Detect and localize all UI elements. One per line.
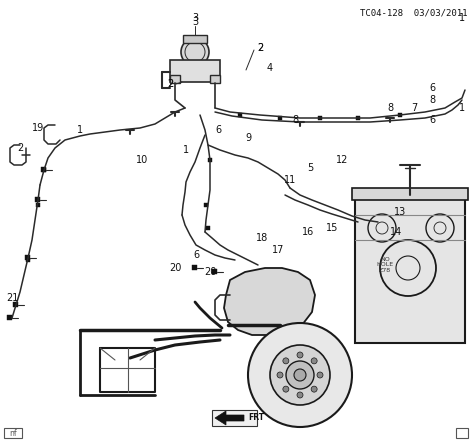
- Text: 15: 15: [326, 223, 338, 233]
- Bar: [8, 315, 12, 320]
- Text: 6: 6: [429, 115, 435, 125]
- Circle shape: [311, 386, 317, 392]
- Circle shape: [277, 372, 283, 378]
- Polygon shape: [224, 268, 315, 335]
- Bar: [398, 113, 402, 117]
- Bar: [183, 35, 207, 43]
- Bar: [26, 258, 30, 262]
- Bar: [36, 198, 40, 202]
- Text: 2: 2: [167, 79, 173, 89]
- Text: NO
HOLE
Z78: NO HOLE Z78: [376, 257, 393, 273]
- Circle shape: [181, 38, 209, 66]
- Text: 1: 1: [459, 103, 465, 113]
- Bar: [456, 428, 468, 438]
- Bar: [210, 75, 220, 83]
- Circle shape: [283, 358, 289, 364]
- Bar: [212, 410, 257, 426]
- Text: TC04-128  03/03/2011: TC04-128 03/03/2011: [361, 8, 468, 17]
- Text: 10: 10: [136, 155, 148, 165]
- Polygon shape: [215, 411, 244, 425]
- Text: 8: 8: [387, 103, 393, 113]
- Bar: [42, 168, 46, 172]
- Bar: [352, 188, 468, 200]
- Text: 1: 1: [77, 125, 83, 135]
- Bar: [13, 302, 18, 308]
- Text: 6: 6: [429, 83, 435, 93]
- Text: 3: 3: [192, 13, 198, 23]
- Bar: [278, 116, 282, 120]
- Text: 2: 2: [257, 43, 263, 53]
- Text: 9: 9: [245, 133, 251, 143]
- Text: 2: 2: [257, 43, 263, 53]
- Bar: [192, 265, 198, 271]
- Text: 1: 1: [459, 13, 465, 23]
- Circle shape: [286, 361, 314, 389]
- Bar: [36, 203, 40, 207]
- Text: 20: 20: [169, 263, 181, 273]
- Text: 2: 2: [167, 79, 173, 89]
- Bar: [204, 203, 208, 207]
- Bar: [4, 428, 22, 438]
- Bar: [355, 195, 465, 343]
- Bar: [26, 256, 30, 260]
- Text: 16: 16: [302, 227, 314, 237]
- Bar: [356, 116, 360, 120]
- Text: FRT: FRT: [248, 414, 264, 422]
- Text: 11: 11: [284, 175, 296, 185]
- Circle shape: [311, 358, 317, 364]
- Text: 21: 21: [6, 293, 18, 303]
- Text: 8: 8: [429, 95, 435, 105]
- Circle shape: [248, 323, 352, 427]
- Text: 7: 7: [411, 103, 417, 113]
- Circle shape: [294, 369, 306, 381]
- Bar: [170, 75, 180, 83]
- Text: 14: 14: [390, 227, 402, 237]
- Text: 12: 12: [336, 155, 348, 165]
- Bar: [42, 168, 46, 172]
- Circle shape: [317, 372, 323, 378]
- Text: 5: 5: [307, 163, 313, 173]
- Bar: [238, 113, 242, 117]
- Bar: [206, 226, 210, 230]
- Text: 1: 1: [183, 145, 189, 155]
- Text: nf: nf: [9, 429, 17, 437]
- Text: 13: 13: [394, 207, 406, 217]
- Text: 6: 6: [215, 125, 221, 135]
- Bar: [170, 60, 220, 82]
- Text: 2: 2: [17, 143, 23, 153]
- Bar: [212, 269, 218, 275]
- Text: 4: 4: [267, 63, 273, 73]
- Text: 19: 19: [32, 123, 44, 133]
- Circle shape: [270, 345, 330, 405]
- Text: 6: 6: [193, 250, 199, 260]
- Bar: [318, 116, 322, 120]
- Text: 20: 20: [204, 267, 216, 277]
- Text: 3: 3: [192, 17, 198, 27]
- Text: 8: 8: [292, 115, 298, 125]
- Text: 17: 17: [272, 245, 284, 255]
- Circle shape: [297, 392, 303, 398]
- Circle shape: [297, 352, 303, 358]
- Circle shape: [283, 386, 289, 392]
- Bar: [208, 158, 212, 162]
- Text: 18: 18: [256, 233, 268, 243]
